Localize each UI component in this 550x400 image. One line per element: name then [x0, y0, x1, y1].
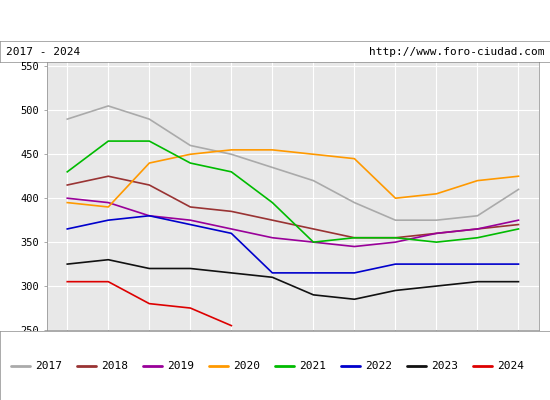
Text: 2024: 2024: [497, 361, 524, 370]
Text: 2019: 2019: [167, 361, 194, 370]
Text: 2023: 2023: [431, 361, 458, 370]
Text: http://www.foro-ciudad.com: http://www.foro-ciudad.com: [369, 47, 544, 57]
Text: Evolucion del paro registrado en Hervás: Evolucion del paro registrado en Hervás: [128, 13, 422, 29]
Text: 2017: 2017: [35, 361, 62, 370]
Text: 2017 - 2024: 2017 - 2024: [6, 47, 80, 57]
Text: 2021: 2021: [299, 361, 326, 370]
Text: 2020: 2020: [233, 361, 260, 370]
Text: 2018: 2018: [101, 361, 128, 370]
Text: 2022: 2022: [365, 361, 392, 370]
